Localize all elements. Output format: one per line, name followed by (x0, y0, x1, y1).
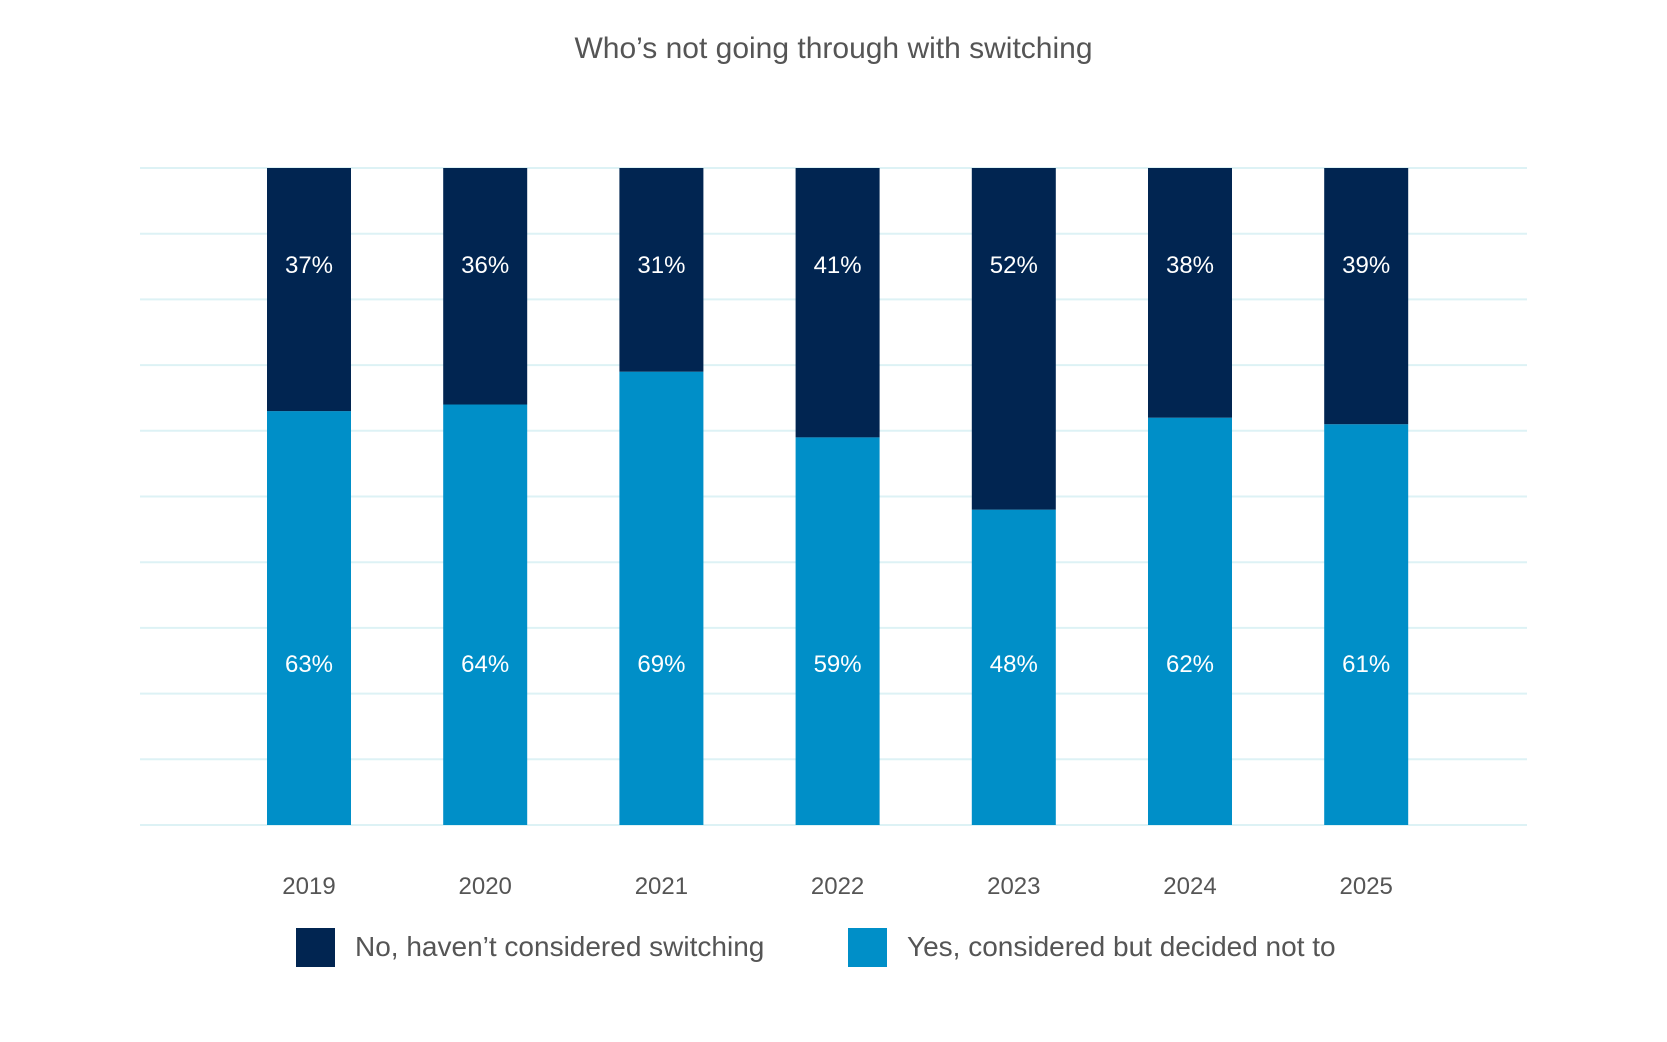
legend-item-no: No, haven’t considered switching (296, 927, 764, 967)
x-axis-tick-labels: 2019 2020 2021 2022 2023 2024 2025 (282, 873, 1393, 900)
x-tick-label-2022: 2022 (811, 873, 864, 900)
bar-yes-2025 (1324, 424, 1409, 825)
bar-no-2022 (795, 168, 880, 438)
x-tick-label-2019: 2019 (282, 873, 335, 900)
bar-label-no-2024: 38% (1166, 252, 1214, 279)
bar-yes-2019 (267, 411, 351, 825)
chart-title: Who’s not going through with switching (574, 32, 1093, 65)
legend-item-yes: Yes, considered but decided not to (848, 927, 1336, 967)
bar-no-2025 (1324, 168, 1409, 425)
bar-label-no-2019: 37% (285, 252, 333, 279)
bar-no-2019 (267, 168, 351, 412)
bar-label-no-2025: 39% (1342, 252, 1390, 279)
bar-label-yes-2020: 64% (461, 651, 509, 678)
legend-label-no: No, haven’t considered switching (355, 931, 765, 962)
bar-label-no-2022: 41% (814, 252, 862, 279)
x-tick-label-2021: 2021 (635, 873, 688, 900)
bar-yes-2022 (795, 437, 880, 825)
bar-yes-2021 (619, 371, 704, 825)
legend-swatch-no (296, 927, 335, 967)
bar-label-yes-2025: 61% (1342, 651, 1390, 678)
bar-label-yes-2021: 69% (637, 651, 685, 678)
bar-label-no-2020: 36% (461, 252, 509, 279)
bars (267, 168, 1409, 825)
bar-no-2023 (971, 168, 1056, 510)
bar-label-yes-2019: 63% (285, 651, 333, 678)
bar-label-no-2021: 31% (637, 252, 685, 279)
x-tick-label-2023: 2023 (987, 873, 1040, 900)
bar-no-2020 (443, 168, 528, 405)
legend-label-yes: Yes, considered but decided not to (907, 931, 1336, 962)
bar-labels: 63% 37% 64% 36% 69% 31% 59% 41% 48% 52% 62% 38% 61% 3… (285, 252, 1390, 678)
bar-no-2024 (1148, 168, 1232, 418)
bar-yes-2024 (1148, 417, 1232, 825)
bar-label-no-2023: 52% (990, 252, 1038, 279)
x-tick-label-2025: 2025 (1340, 873, 1393, 900)
x-tick-label-2024: 2024 (1163, 873, 1216, 900)
legend-swatch-yes (848, 927, 887, 967)
x-tick-label-2020: 2020 (459, 873, 512, 900)
bar-yes-2023 (971, 509, 1056, 825)
bar-label-yes-2024: 62% (1166, 651, 1214, 678)
bar-yes-2020 (443, 404, 528, 825)
bar-no-2021 (619, 168, 704, 372)
bar-label-yes-2023: 48% (990, 651, 1038, 678)
bar-label-yes-2022: 59% (814, 651, 862, 678)
